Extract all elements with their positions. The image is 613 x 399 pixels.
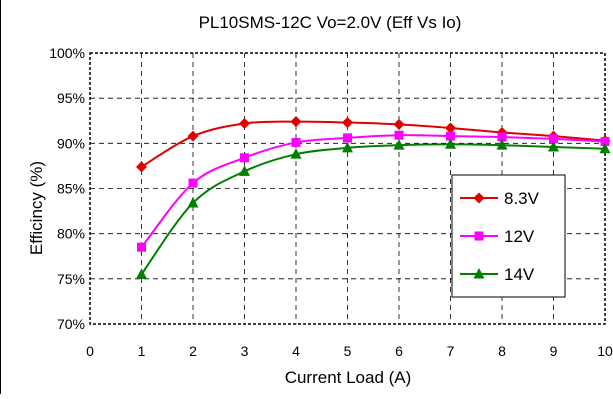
x-tick-label: 7 [447,343,455,359]
x-tick-label: 4 [292,343,300,359]
series-line [140,134,606,248]
legend-entry: 8.3V [460,189,540,208]
legend-swatch-marker [474,231,484,241]
data-point [445,138,456,149]
data-point [497,132,507,142]
series-2 [136,138,611,279]
data-point [343,133,352,143]
legend-swatch-marker [473,192,485,204]
data-point [291,137,301,147]
x-tick-label: 3 [241,343,249,359]
data-point [188,178,198,188]
plot-frame [89,52,606,325]
y-tick-label: 95% [57,90,85,106]
x-tick-label: 1 [138,343,146,359]
data-point [548,140,559,152]
data-point [599,142,611,154]
y-tick-label: 80% [57,226,85,242]
data-point [342,141,353,153]
series-line [140,143,606,275]
data-point [549,134,558,144]
y-axis-title: Efficincy (%) [27,161,46,255]
data-point [187,130,199,142]
data-point [446,131,455,141]
chart-title: PL10SMS-12C Vo=2.0V (Eff Vs Io) [199,13,462,32]
y-tick-label: 70% [57,316,85,332]
data-point [239,165,250,176]
x-tick-label: 8 [498,343,506,359]
x-tick-label: 9 [550,343,558,359]
data-point [342,117,353,129]
x-tick-label: 6 [395,343,403,359]
legend-label: 14V [504,265,535,284]
x-tick-label: 10 [597,343,613,359]
data-point [136,268,147,279]
legend-entry: 12V [460,227,535,246]
data-point [290,116,302,128]
legend-swatch-marker [473,268,485,279]
x-tick-label: 5 [344,343,352,359]
series-1 [137,130,610,252]
data-point [239,117,250,129]
y-tick-label: 100% [49,45,85,61]
data-point [496,139,508,150]
data-point [137,242,146,252]
series-layer [136,116,611,279]
x-tick-labels: 0 1 2 3 4 5 6 7 8 9 10 [86,343,613,359]
data-point [290,148,302,159]
data-point [394,130,404,140]
data-point [136,161,147,173]
legend: 8.3V 12V 14V [451,174,566,298]
data-point [240,153,249,163]
y-tick-label: 85% [57,181,85,197]
legend-label: 12V [504,227,535,246]
x-tick-label: 0 [86,343,94,359]
x-tick-label: 2 [189,343,197,359]
x-axis-title: Current Load (A) [285,368,412,387]
y-tick-labels: 70% 75% 80% 85% 90% 95% 100% [49,45,85,332]
y-tick-label: 75% [57,271,85,287]
data-point [445,122,456,134]
data-point [600,137,610,147]
legend-entry: 14V [460,265,535,284]
data-point [393,118,405,130]
y-tick-label: 90% [57,135,85,151]
series-line [140,120,606,168]
data-point [187,196,199,208]
legend-label: 8.3V [504,189,540,208]
data-point [393,139,405,150]
